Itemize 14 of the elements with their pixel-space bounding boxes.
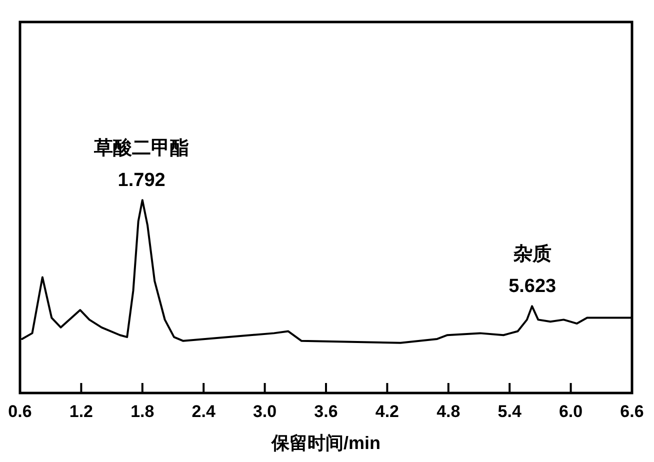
- x-tick-label: 3.6: [314, 402, 338, 421]
- x-tick-label: 1.2: [69, 402, 94, 421]
- x-tick-label: 5.4: [498, 402, 522, 421]
- x-tick-label: 4.2: [375, 402, 400, 421]
- annotation: 杂质 5.623: [508, 243, 556, 298]
- x-tick-label: 2.4: [192, 402, 216, 421]
- x-axis-title: 保留时间/min: [270, 433, 381, 453]
- annotation: 草酸二甲酯 1.792: [93, 137, 190, 192]
- x-tick-label: 0.6: [8, 402, 32, 421]
- x-tick-label: 6.6: [620, 402, 644, 421]
- x-tick-label: 4.8: [436, 402, 460, 421]
- x-tick-label: 6.0: [558, 402, 583, 421]
- x-tick-label: 3.0: [252, 402, 277, 421]
- x-tick-label: 1.8: [130, 402, 154, 421]
